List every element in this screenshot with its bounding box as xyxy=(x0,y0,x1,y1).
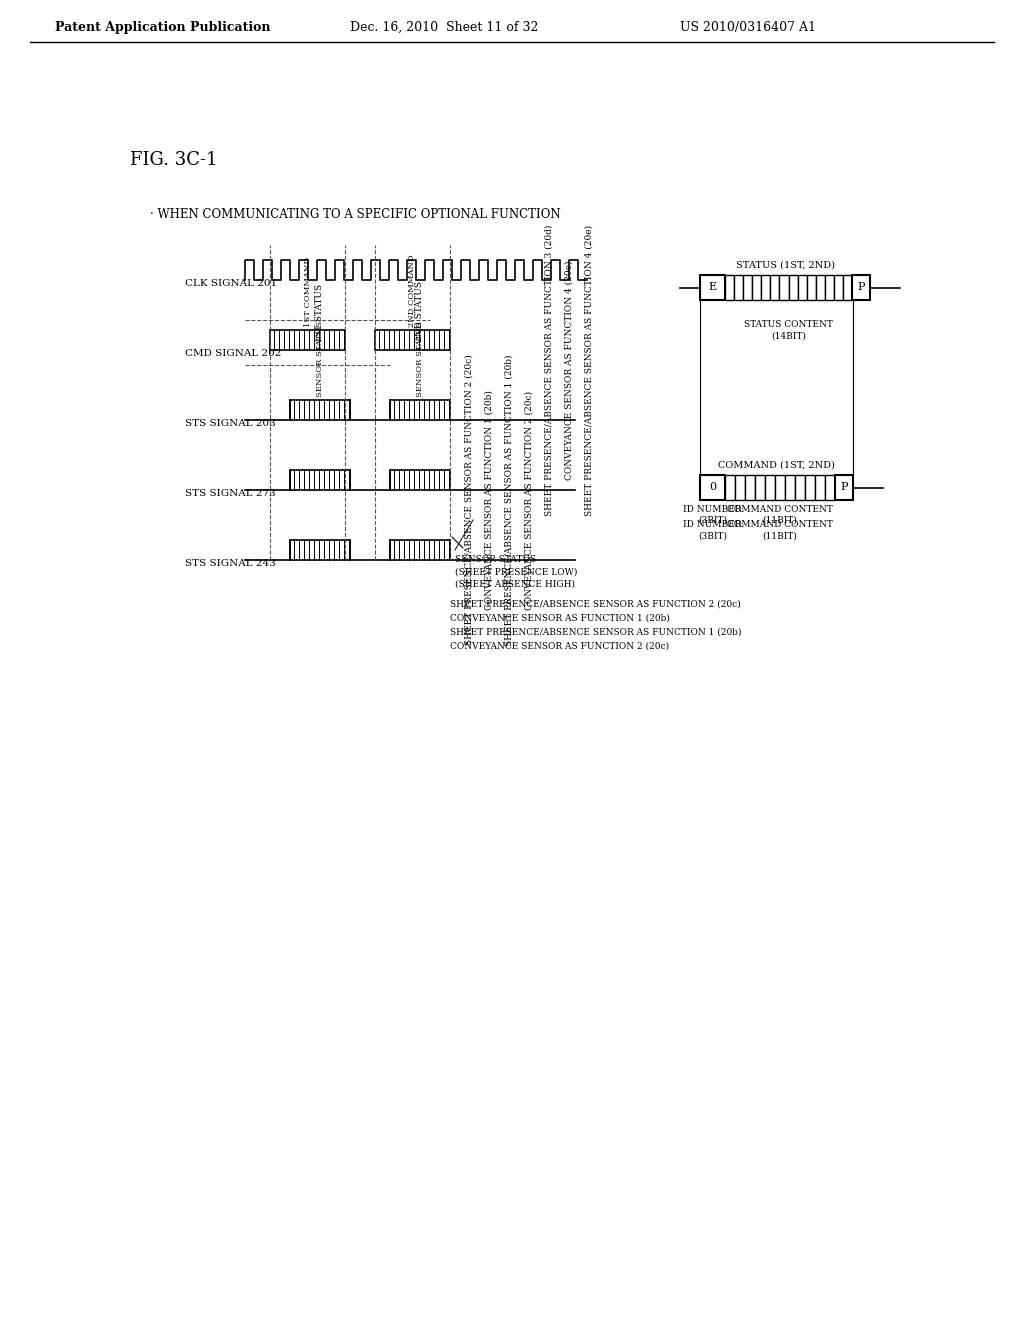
Text: COMMAND (1ST, 2ND): COMMAND (1ST, 2ND) xyxy=(718,461,835,470)
Text: CONVEYANCE SENSOR AS FUNCTION 2 (20c): CONVEYANCE SENSOR AS FUNCTION 2 (20c) xyxy=(450,642,669,651)
Text: SHEET PRESENCE/ABSENCE SENSOR AS FUNCTION 1 (20b): SHEET PRESENCE/ABSENCE SENSOR AS FUNCTIO… xyxy=(450,628,741,638)
Text: (3BIT): (3BIT) xyxy=(698,532,727,541)
Text: STS SIGNAL 243: STS SIGNAL 243 xyxy=(185,558,275,568)
Text: 1ST STATUS: 1ST STATUS xyxy=(315,284,325,342)
Bar xyxy=(807,275,816,300)
Text: US 2010/0316407 A1: US 2010/0316407 A1 xyxy=(680,21,816,33)
Text: SENSOR STATUS: SENSOR STATUS xyxy=(316,321,324,397)
Bar xyxy=(761,275,770,300)
Text: STS SIGNAL 273: STS SIGNAL 273 xyxy=(185,488,275,498)
Bar xyxy=(390,400,450,420)
Text: SHEET PRESENCE/ABSENCE SENSOR AS FUNCTION 1 (20b): SHEET PRESENCE/ABSENCE SENSOR AS FUNCTIO… xyxy=(505,354,514,645)
Bar xyxy=(290,470,350,490)
Text: FIG. 3C-1: FIG. 3C-1 xyxy=(130,150,217,169)
Bar xyxy=(745,475,755,500)
Bar xyxy=(788,275,798,300)
Text: 1ST COMMAND: 1ST COMMAND xyxy=(303,257,311,327)
Bar xyxy=(290,540,350,560)
Bar xyxy=(825,475,835,500)
Text: STS SIGNAL 203: STS SIGNAL 203 xyxy=(185,418,275,428)
Text: SENSOR STATUS: SENSOR STATUS xyxy=(455,556,537,565)
Bar xyxy=(775,475,785,500)
Bar xyxy=(816,275,824,300)
Bar xyxy=(834,275,843,300)
Text: SHEET PRESENCE/ABSENCE SENSOR AS FUNCTION 2 (20c): SHEET PRESENCE/ABSENCE SENSOR AS FUNCTIO… xyxy=(465,355,474,645)
Text: P: P xyxy=(841,483,848,492)
Text: SHEET PRESENCE/ABSENCE SENSOR AS FUNCTION 2 (20c): SHEET PRESENCE/ABSENCE SENSOR AS FUNCTIO… xyxy=(450,601,740,609)
Bar xyxy=(795,475,805,500)
Bar xyxy=(725,475,735,500)
Bar xyxy=(852,275,870,300)
Text: STATUS CONTENT: STATUS CONTENT xyxy=(744,319,833,329)
Bar xyxy=(770,275,779,300)
Text: COMMAND CONTENT: COMMAND CONTENT xyxy=(727,520,833,529)
Text: STATUS (1ST, 2ND): STATUS (1ST, 2ND) xyxy=(735,261,835,271)
Bar xyxy=(798,275,807,300)
Bar xyxy=(700,275,725,300)
Bar xyxy=(779,275,788,300)
Text: 2ND STATUS: 2ND STATUS xyxy=(416,281,425,342)
Bar xyxy=(755,475,765,500)
Text: 0: 0 xyxy=(709,483,716,492)
Text: CONVEYANCE SENSOR AS FUNCTION 2 (20c): CONVEYANCE SENSOR AS FUNCTION 2 (20c) xyxy=(525,391,534,610)
Text: (SHEET ABSENCE HIGH): (SHEET ABSENCE HIGH) xyxy=(455,579,575,589)
Bar xyxy=(815,475,825,500)
Text: CMD SIGNAL 202: CMD SIGNAL 202 xyxy=(185,348,282,358)
Bar xyxy=(785,475,795,500)
Bar xyxy=(725,275,734,300)
Text: CONVEYANCE SENSOR AS FUNCTION 1 (20b): CONVEYANCE SENSOR AS FUNCTION 1 (20b) xyxy=(450,614,670,623)
Bar xyxy=(270,330,345,350)
Bar xyxy=(843,275,852,300)
Bar xyxy=(735,475,745,500)
Bar xyxy=(290,400,350,420)
Bar xyxy=(743,275,753,300)
Bar xyxy=(375,330,450,350)
Text: E: E xyxy=(709,282,717,293)
Text: CLK SIGNAL 201: CLK SIGNAL 201 xyxy=(185,279,278,288)
Bar xyxy=(700,475,725,500)
Text: CONVEYANCE SENSOR AS FUNCTION 1 (20b): CONVEYANCE SENSOR AS FUNCTION 1 (20b) xyxy=(485,391,494,610)
Bar xyxy=(824,275,834,300)
Bar xyxy=(805,475,815,500)
Text: SHEET PRESENCE/ABSENCE SENSOR AS FUNCTION 4 (20e): SHEET PRESENCE/ABSENCE SENSOR AS FUNCTIO… xyxy=(585,224,594,516)
Text: (SHEET PRESENCE LOW): (SHEET PRESENCE LOW) xyxy=(455,568,578,577)
Text: SHEET PRESENCE/ABSENCE SENSOR AS FUNCTION 3 (20d): SHEET PRESENCE/ABSENCE SENSOR AS FUNCTIO… xyxy=(545,224,554,516)
Text: · WHEN COMMUNICATING TO A SPECIFIC OPTIONAL FUNCTION: · WHEN COMMUNICATING TO A SPECIFIC OPTIO… xyxy=(150,209,560,222)
Text: P: P xyxy=(857,282,864,293)
Text: ID NUMBER
(3BIT): ID NUMBER (3BIT) xyxy=(683,506,741,524)
Text: (14BIT): (14BIT) xyxy=(771,333,806,341)
Bar xyxy=(734,275,743,300)
Text: Patent Application Publication: Patent Application Publication xyxy=(55,21,270,33)
Text: CONVEYANCE SENSOR AS FUNCTION 4 (20e): CONVEYANCE SENSOR AS FUNCTION 4 (20e) xyxy=(565,260,574,479)
Bar xyxy=(390,470,450,490)
Bar xyxy=(765,475,775,500)
Text: (11BIT): (11BIT) xyxy=(763,532,798,541)
Bar xyxy=(753,275,761,300)
Text: ID NUMBER: ID NUMBER xyxy=(683,520,741,529)
Text: COMMAND CONTENT
(11BIT): COMMAND CONTENT (11BIT) xyxy=(727,506,833,524)
Text: 2ND COMMAND: 2ND COMMAND xyxy=(409,255,417,327)
Bar xyxy=(390,540,450,560)
Text: SENSOR STATUS: SENSOR STATUS xyxy=(416,321,424,397)
Text: Dec. 16, 2010  Sheet 11 of 32: Dec. 16, 2010 Sheet 11 of 32 xyxy=(350,21,539,33)
Bar xyxy=(835,475,853,500)
